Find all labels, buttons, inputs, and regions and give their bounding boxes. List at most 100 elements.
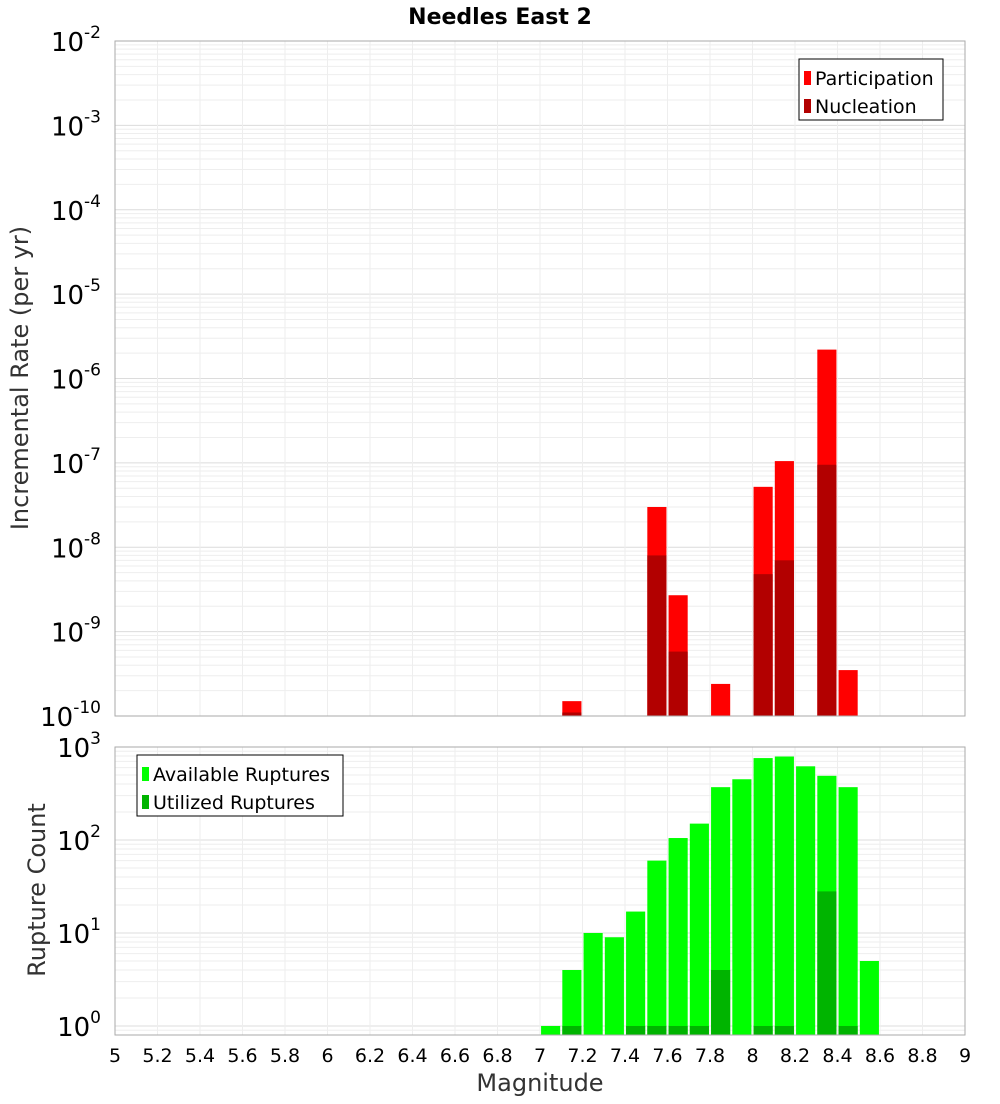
legend-box <box>136 754 344 817</box>
bar-available-ruptures-2 <box>583 932 603 1035</box>
y-tick-base: 10 <box>57 827 90 857</box>
bar-available-ruptures-12 <box>796 766 816 1035</box>
x-tick-label: 6.2 <box>355 1045 385 1067</box>
plot-frame <box>114 746 966 1036</box>
y-tick-label: 10-7 <box>51 445 101 480</box>
bar-utilized-ruptures-6 <box>753 1025 773 1035</box>
y-tick-base: 10 <box>51 281 84 311</box>
x-tick-label: 6 <box>321 1045 333 1067</box>
y-tick-base: 10 <box>57 920 90 950</box>
bar-utilized-ruptures-3 <box>668 1025 688 1035</box>
x-tick-label: 8 <box>746 1045 758 1067</box>
y-tick-label: 103 <box>57 729 101 764</box>
legend-label: Available Ruptures <box>153 764 330 786</box>
top-y-axis-label: Incremental Rate (per yr) <box>6 226 34 530</box>
plot-frame <box>114 40 966 717</box>
legend: Available Ruptures Utilized Ruptures <box>136 754 344 817</box>
bar-participation-3 <box>711 683 731 716</box>
legend-box <box>798 58 944 121</box>
bar-nucleation-5 <box>817 464 837 716</box>
y-tick-exponent: 0 <box>90 1008 101 1028</box>
y-tick-exponent: -3 <box>84 107 101 127</box>
top-panel: 10-210-310-410-510-610-710-810-910-10Par… <box>40 23 966 733</box>
bar-available-ruptures-9 <box>732 779 752 1035</box>
bar-available-ruptures-0 <box>541 1025 561 1035</box>
x-tick-label: 7 <box>534 1045 546 1067</box>
y-tick-base: 10 <box>57 734 90 764</box>
y-tick-exponent: -4 <box>84 192 101 212</box>
bar-available-ruptures-3 <box>604 937 624 1035</box>
x-tick-label: 6.4 <box>397 1045 427 1067</box>
x-tick-label: 7.6 <box>652 1045 682 1067</box>
x-tick-label: 8.4 <box>822 1045 852 1067</box>
legend-label: Participation <box>815 68 934 90</box>
bar-available-ruptures-10 <box>753 758 773 1035</box>
y-tick-base: 10 <box>51 450 84 480</box>
y-tick-base: 10 <box>51 197 84 227</box>
y-tick-exponent: -9 <box>84 614 101 634</box>
y-tick-exponent: -2 <box>84 23 101 43</box>
bar-utilized-ruptures-8 <box>817 891 837 1035</box>
bar-participation-7 <box>838 670 858 716</box>
y-tick-base: 10 <box>51 28 84 58</box>
series-0 <box>541 756 879 1035</box>
y-tick-label: 10-10 <box>40 698 101 733</box>
bar-nucleation-0 <box>562 712 582 716</box>
x-tick-label: 5.6 <box>227 1045 257 1067</box>
y-tick-label: 10-2 <box>51 23 101 58</box>
y-tick-label: 101 <box>57 915 101 950</box>
bar-available-ruptures-6 <box>668 838 688 1035</box>
y-tick-base: 10 <box>51 112 84 142</box>
x-tick-label: 5.8 <box>270 1045 300 1067</box>
y-tick-exponent: -5 <box>84 276 101 296</box>
x-tick-labels: 5 5.2 5.4 5.6 5.8 6 6.2 6.4 6.6 6.8 7 7.2 7.4 7.6 7.8 8… <box>109 1045 971 1067</box>
x-tick-label: 5.4 <box>185 1045 215 1067</box>
x-tick-label: 7.2 <box>567 1045 597 1067</box>
y-tick-label: 10-8 <box>51 529 101 564</box>
legend-label: Utilized Ruptures <box>153 792 315 814</box>
x-tick-label: 5.2 <box>142 1045 172 1067</box>
y-tick-exponent: 1 <box>90 915 101 935</box>
x-tick-label: 6.6 <box>440 1045 470 1067</box>
y-tick-label: 100 <box>57 1008 101 1043</box>
chart-title: Needles East 2 <box>408 5 592 30</box>
x-tick-label: 8.2 <box>780 1045 810 1067</box>
y-tick-exponent: 3 <box>90 729 101 749</box>
bar-utilized-ruptures-4 <box>689 1025 709 1035</box>
bar-nucleation-2 <box>668 651 688 716</box>
bar-utilized-ruptures-2 <box>647 1025 667 1035</box>
y-tick-base: 10 <box>40 703 73 733</box>
y-tick-label: 102 <box>57 822 101 857</box>
x-axis-label: Magnitude <box>476 1069 603 1097</box>
x-tick-label: 9 <box>959 1045 971 1067</box>
bar-nucleation-4 <box>774 560 794 716</box>
bar-available-ruptures-11 <box>774 756 794 1035</box>
y-tick-label: 10-3 <box>51 107 101 142</box>
bar-nucleation-3 <box>753 574 773 716</box>
x-tick-label: 8.6 <box>865 1045 895 1067</box>
x-tick-label: 7.8 <box>695 1045 725 1067</box>
series-1 <box>562 464 837 716</box>
bar-available-ruptures-14 <box>838 787 858 1035</box>
y-tick-exponent: 2 <box>90 822 101 842</box>
bar-available-ruptures-15 <box>859 960 879 1035</box>
y-tick-label: 10-4 <box>51 192 101 227</box>
bar-utilized-ruptures-0 <box>562 1025 582 1035</box>
y-tick-base: 10 <box>51 366 84 396</box>
y-tick-exponent: -8 <box>84 529 101 549</box>
y-tick-base: 10 <box>51 619 84 649</box>
bar-utilized-ruptures-9 <box>838 1025 858 1035</box>
series-1 <box>562 891 858 1035</box>
x-tick-label: 5 <box>109 1045 121 1067</box>
bar-participation-0 <box>562 701 582 716</box>
bar-available-ruptures-7 <box>689 823 709 1035</box>
legend: Participation Nucleation <box>798 58 944 121</box>
legend-swatch <box>804 99 811 113</box>
x-tick-label: 7.4 <box>610 1045 640 1067</box>
gridlines <box>114 40 966 717</box>
bar-available-ruptures-5 <box>647 860 667 1035</box>
legend-swatch <box>804 71 811 85</box>
